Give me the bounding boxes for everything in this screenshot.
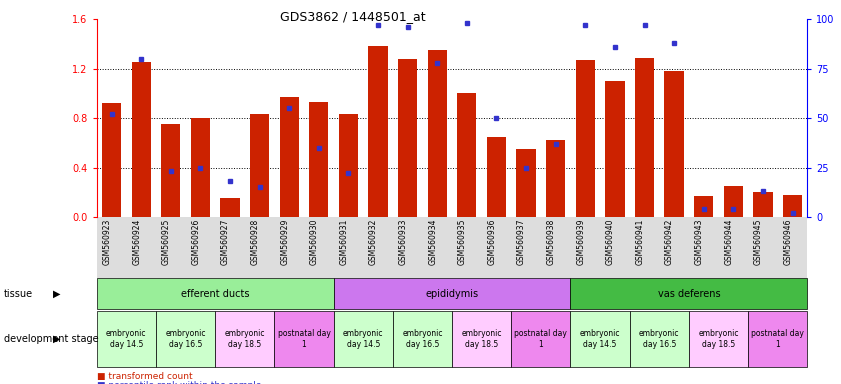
Text: postnatal day
1: postnatal day 1 xyxy=(515,329,568,349)
Text: GSM560931: GSM560931 xyxy=(340,219,348,265)
Text: GSM560924: GSM560924 xyxy=(132,219,141,265)
Bar xyxy=(250,114,269,217)
Bar xyxy=(458,93,477,217)
Text: GSM560932: GSM560932 xyxy=(369,219,378,265)
Text: efferent ducts: efferent ducts xyxy=(181,289,250,299)
Bar xyxy=(368,46,388,217)
Text: GSM560936: GSM560936 xyxy=(488,219,496,265)
Text: GSM560925: GSM560925 xyxy=(161,219,171,265)
Bar xyxy=(754,192,773,217)
Text: GSM560941: GSM560941 xyxy=(636,219,644,265)
Bar xyxy=(161,124,180,217)
Text: GSM560942: GSM560942 xyxy=(665,219,674,265)
Text: embryonic
day 16.5: embryonic day 16.5 xyxy=(402,329,442,349)
Text: postnatal day
1: postnatal day 1 xyxy=(278,329,331,349)
Text: GDS3862 / 1448501_at: GDS3862 / 1448501_at xyxy=(280,10,426,23)
Text: GSM560939: GSM560939 xyxy=(576,219,585,265)
Text: tissue: tissue xyxy=(4,289,34,299)
Text: GSM560935: GSM560935 xyxy=(458,219,467,265)
Text: GSM560945: GSM560945 xyxy=(754,219,763,265)
Bar xyxy=(724,186,743,217)
Text: ■ percentile rank within the sample: ■ percentile rank within the sample xyxy=(97,381,262,384)
Text: embryonic
day 14.5: embryonic day 14.5 xyxy=(579,329,621,349)
Text: GSM560934: GSM560934 xyxy=(428,219,437,265)
Text: embryonic
day 18.5: embryonic day 18.5 xyxy=(462,329,502,349)
Text: epididymis: epididymis xyxy=(426,289,479,299)
Bar xyxy=(220,199,240,217)
Text: GSM560938: GSM560938 xyxy=(547,219,556,265)
Text: postnatal day
1: postnatal day 1 xyxy=(751,329,804,349)
Bar xyxy=(279,97,299,217)
Text: GSM560933: GSM560933 xyxy=(399,219,408,265)
Text: GSM560943: GSM560943 xyxy=(695,219,704,265)
Bar xyxy=(783,195,802,217)
Text: GSM560937: GSM560937 xyxy=(517,219,526,265)
Bar xyxy=(427,50,447,217)
Bar xyxy=(694,196,713,217)
Bar xyxy=(131,63,151,217)
Text: ▶: ▶ xyxy=(54,289,61,299)
Bar xyxy=(516,149,536,217)
Text: GSM560926: GSM560926 xyxy=(192,219,200,265)
Bar xyxy=(575,60,595,217)
Text: embryonic
day 14.5: embryonic day 14.5 xyxy=(106,329,146,349)
Bar xyxy=(487,137,506,217)
Text: GSM560940: GSM560940 xyxy=(606,219,615,265)
Text: ▶: ▶ xyxy=(54,334,61,344)
Bar xyxy=(191,118,210,217)
Bar xyxy=(635,58,654,217)
Text: embryonic
day 18.5: embryonic day 18.5 xyxy=(225,329,265,349)
Text: GSM560928: GSM560928 xyxy=(251,219,260,265)
Bar xyxy=(102,103,121,217)
Text: GSM560946: GSM560946 xyxy=(784,219,792,265)
Text: GSM560930: GSM560930 xyxy=(309,219,319,265)
Bar xyxy=(398,59,417,217)
Text: GSM560929: GSM560929 xyxy=(280,219,289,265)
Bar xyxy=(339,114,358,217)
Text: embryonic
day 16.5: embryonic day 16.5 xyxy=(166,329,206,349)
Bar xyxy=(606,81,625,217)
Text: development stage: development stage xyxy=(4,334,99,344)
Text: vas deferens: vas deferens xyxy=(658,289,720,299)
Text: GSM560923: GSM560923 xyxy=(103,219,112,265)
Bar xyxy=(546,140,565,217)
Bar xyxy=(664,71,684,217)
Text: GSM560927: GSM560927 xyxy=(221,219,230,265)
Bar xyxy=(309,102,329,217)
Text: embryonic
day 16.5: embryonic day 16.5 xyxy=(639,329,680,349)
Text: embryonic
day 14.5: embryonic day 14.5 xyxy=(343,329,383,349)
Text: GSM560944: GSM560944 xyxy=(724,219,733,265)
Text: embryonic
day 18.5: embryonic day 18.5 xyxy=(698,329,738,349)
Text: ■ transformed count: ■ transformed count xyxy=(97,372,193,381)
